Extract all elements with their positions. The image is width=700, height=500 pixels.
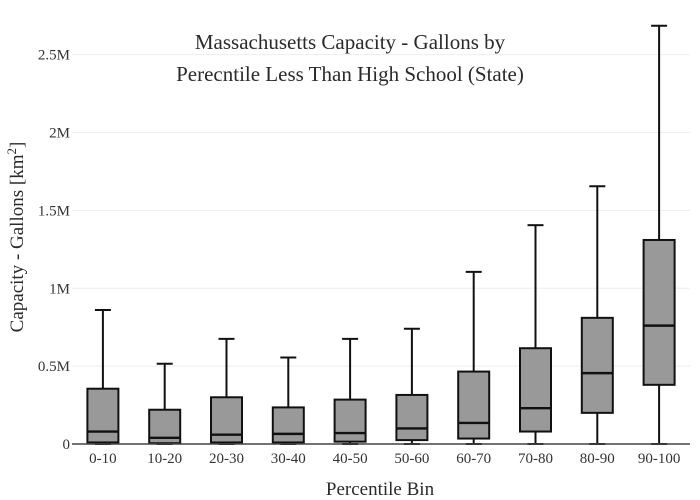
- iqr-box: [333, 398, 367, 443]
- y-tick-label-3: 1.5M: [38, 203, 70, 219]
- box-60-70: [457, 270, 491, 445]
- iqr-box: [457, 370, 491, 440]
- boxes: [86, 24, 676, 445]
- box-0-10: [86, 309, 120, 445]
- x-tick-label-7: 70-80: [518, 451, 553, 467]
- box-80-90: [580, 185, 614, 445]
- x-axis-ticks: 0-10 10-20 20-30 30-40 40-50 50-60 60-70 70-80 8…: [89, 451, 680, 467]
- chart-title-line-2: Perecntile Less Than High School (State): [176, 62, 524, 86]
- y-axis-title: Capacity - Gallons [km2]: [4, 142, 28, 333]
- iqr-box: [86, 387, 120, 444]
- y-tick-label-2: 1M: [49, 281, 70, 297]
- x-axis-title: Percentile Bin: [326, 479, 435, 500]
- y-axis-title-end: ]: [7, 142, 28, 148]
- y-tick-label-0: 0: [63, 437, 71, 453]
- iqr-box: [395, 393, 429, 442]
- iqr-box: [519, 347, 552, 433]
- y-tick-label-5: 2.5M: [38, 48, 70, 64]
- box-50-60: [395, 327, 429, 445]
- box-90-100: [642, 24, 676, 445]
- box-70-80: [519, 224, 552, 445]
- y-tick-label-4: 2M: [49, 126, 70, 142]
- x-tick-label-6: 60-70: [456, 451, 491, 467]
- iqr-box: [580, 316, 614, 414]
- box-30-40: [271, 356, 305, 445]
- x-tick-label-5: 50-60: [394, 451, 429, 467]
- box-10-20: [148, 362, 182, 445]
- y-axis-ticks: 0 0.5M 1M 1.5M 2M 2.5M: [38, 48, 70, 453]
- iqr-box: [271, 406, 305, 444]
- x-tick-label-2: 20-30: [209, 451, 244, 467]
- box-20-30: [210, 337, 243, 445]
- x-tick-label-0: 0-10: [89, 451, 117, 467]
- x-tick-label-1: 10-20: [147, 451, 182, 467]
- x-tick-label-9: 90-100: [638, 451, 681, 467]
- x-tick-label-8: 80-90: [580, 451, 615, 467]
- x-tick-label-4: 40-50: [333, 451, 368, 467]
- y-tick-label-1: 0.5M: [38, 359, 70, 375]
- iqr-box: [642, 238, 676, 386]
- box-40-50: [333, 337, 367, 445]
- chart-title-line-1: Massachusetts Capacity - Gallons by: [195, 30, 506, 54]
- y-axis-title-main: Capacity - Gallons [km: [7, 154, 28, 332]
- y-axis-title-superscript: 2: [4, 148, 19, 155]
- x-tick-label-3: 30-40: [271, 451, 306, 467]
